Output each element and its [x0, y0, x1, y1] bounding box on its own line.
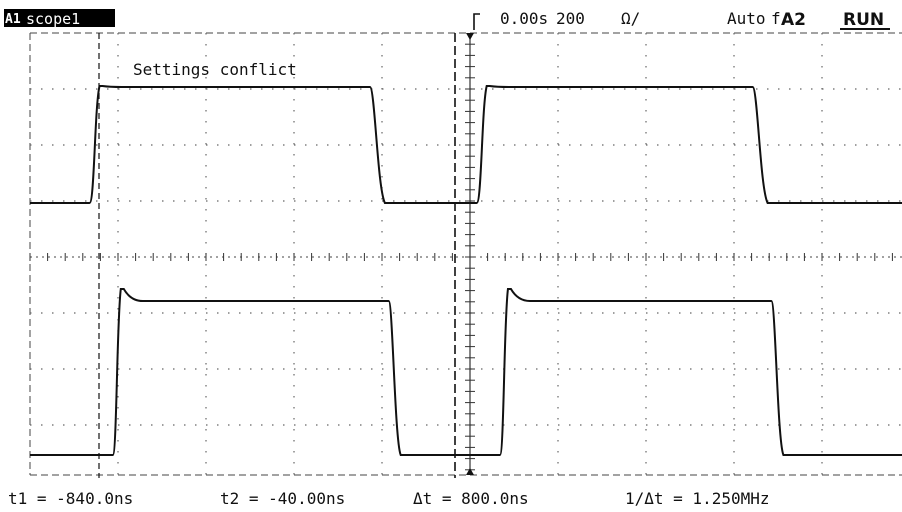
trigger-position-icon	[473, 13, 480, 30]
trace-channel-1	[30, 85, 902, 204]
scope-name-bg	[24, 9, 115, 27]
measurement-delta-t: Δt = 800.0ns	[413, 489, 529, 508]
center-vertical-axis	[465, 33, 475, 475]
header-bar: A1 scope1 0.00s 200 Ω/ Auto f A2 RUN	[4, 9, 890, 30]
scope-name[interactable]: scope1	[26, 10, 80, 28]
measurement-t2: t2 = -40.00ns	[220, 489, 345, 508]
measurement-bar: t1 = -840.0ns t2 = -40.00ns Δt = 800.0ns…	[8, 489, 770, 508]
run-state[interactable]: RUN	[843, 10, 884, 30]
time-position[interactable]: 0.00s	[500, 9, 548, 28]
channel-tag[interactable]: A1	[5, 12, 21, 27]
time-scale[interactable]: 200	[556, 9, 585, 28]
measurement-inverse-delta-t: 1/Δt = 1.250MHz	[625, 489, 770, 508]
time-scale-unit: Ω/	[621, 9, 640, 28]
trigger-top-arrow-icon	[466, 33, 474, 40]
trigger-bottom-arrow-icon	[466, 468, 474, 475]
trace-channel-2	[30, 288, 902, 456]
graticule	[29, 32, 902, 476]
trigger-source[interactable]: A2	[781, 10, 806, 30]
center-horizontal-axis	[29, 253, 902, 261]
channel-tag-bg	[4, 9, 24, 27]
status-message: Settings conflict	[133, 60, 297, 79]
trigger-slope-icon: f	[771, 9, 781, 28]
measurement-t1: t1 = -840.0ns	[8, 489, 133, 508]
trigger-mode[interactable]: Auto	[727, 9, 766, 28]
